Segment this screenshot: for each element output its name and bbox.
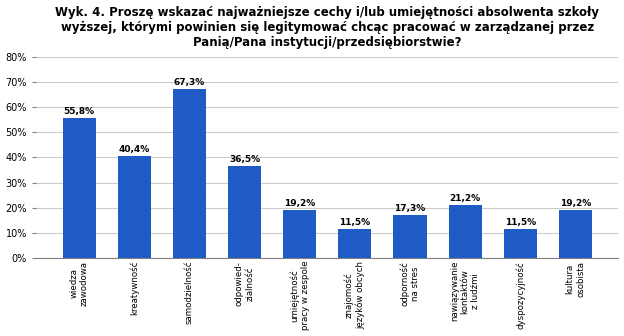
- Text: 19,2%: 19,2%: [560, 199, 591, 208]
- Bar: [449, 205, 482, 258]
- Text: 67,3%: 67,3%: [173, 78, 205, 87]
- Text: 40,4%: 40,4%: [119, 145, 150, 155]
- Bar: [338, 229, 371, 258]
- Bar: [62, 118, 95, 258]
- Text: 19,2%: 19,2%: [284, 199, 315, 208]
- Bar: [394, 215, 427, 258]
- Text: 11,5%: 11,5%: [505, 218, 536, 227]
- Text: 21,2%: 21,2%: [449, 194, 480, 203]
- Bar: [283, 210, 316, 258]
- Bar: [504, 229, 537, 258]
- Text: 36,5%: 36,5%: [229, 155, 260, 164]
- Text: 17,3%: 17,3%: [394, 204, 426, 213]
- Bar: [173, 89, 206, 258]
- Bar: [118, 157, 151, 258]
- Text: 11,5%: 11,5%: [339, 218, 371, 227]
- Bar: [559, 210, 592, 258]
- Bar: [228, 166, 261, 258]
- Text: 55,8%: 55,8%: [64, 107, 95, 116]
- Title: Wyk. 4. Proszę wskazać najważniejsze cechy i/lub umiejętności absolwenta szkoły
: Wyk. 4. Proszę wskazać najważniejsze cec…: [56, 6, 599, 49]
